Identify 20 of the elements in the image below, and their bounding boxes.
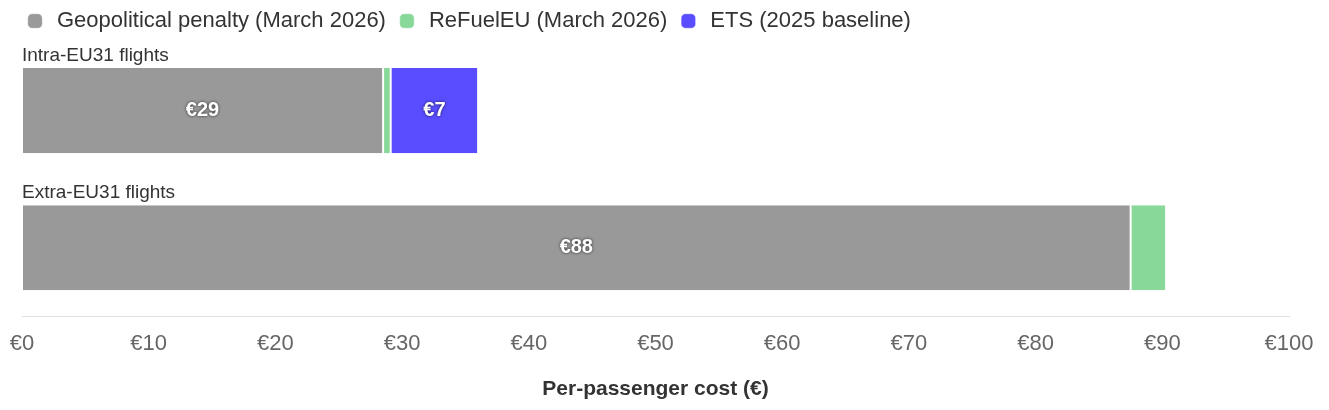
x-tick-label: €90	[1143, 329, 1181, 355]
y-tick-label: Extra-EU31 flights	[22, 181, 176, 202]
x-axis-title: Per-passenger cost (€)	[542, 376, 769, 400]
y-tick-label: Intra-EU31 flights	[22, 43, 169, 65]
x-tick-label: €60	[763, 329, 801, 355]
x-tick-label: €20	[257, 329, 294, 355]
x-tick-label: €100	[1264, 329, 1314, 355]
data-label: €29	[185, 98, 220, 121]
x-tick-label: €0	[9, 329, 35, 355]
x-tick-label: €10	[130, 329, 168, 355]
data-label: €88	[559, 235, 593, 258]
data-label: €7	[423, 98, 446, 121]
x-tick-label: €70	[890, 329, 928, 355]
legend-label: ReFuelEU (March 2026)	[428, 7, 668, 33]
x-tick-label: €80	[1017, 329, 1054, 355]
legend-label: Geopolitical penalty (March 2026)	[57, 7, 386, 33]
x-tick-label: €50	[637, 329, 674, 355]
x-tick-label: €40	[510, 329, 548, 355]
legend-label: ETS (2025 baseline)	[710, 7, 911, 33]
x-tick-label: €30	[383, 329, 421, 355]
